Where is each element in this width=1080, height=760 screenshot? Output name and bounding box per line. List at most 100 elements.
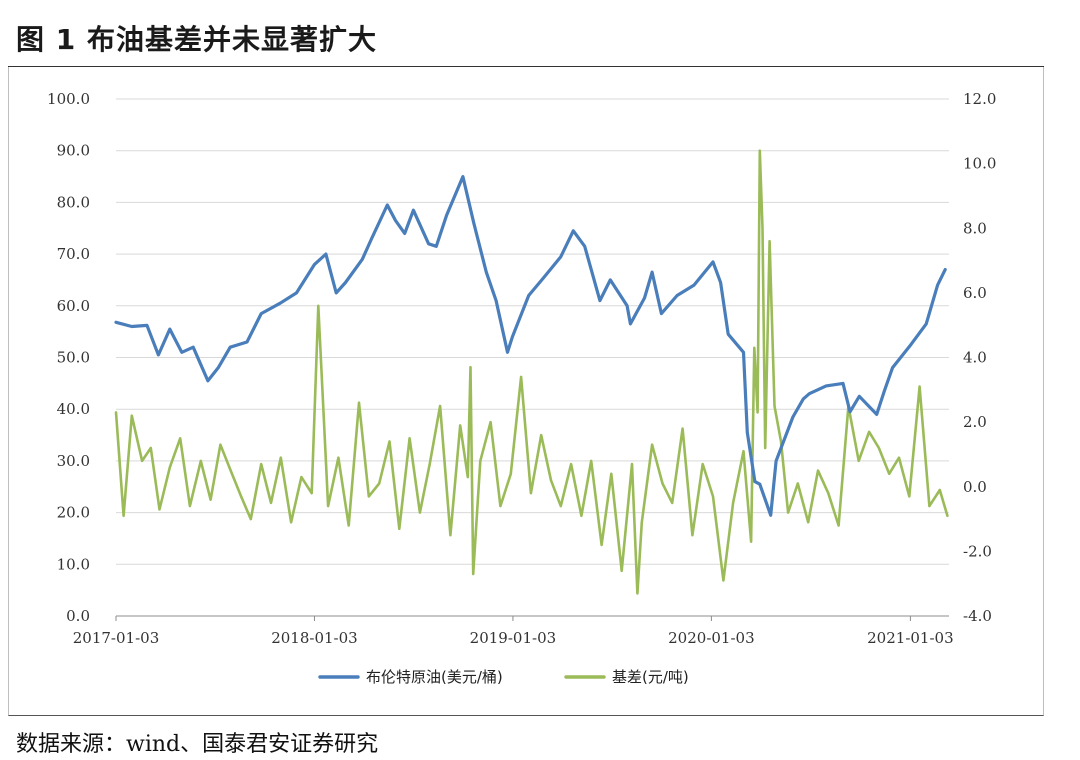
- brent-price-point: [629, 323, 632, 325]
- basis-point: [610, 473, 613, 475]
- basis-point: [219, 443, 222, 446]
- right-y-axis: 12.0 10.0 8.0 6.0 4.0 2.0 0.0 -2.0 -4.0: [963, 90, 996, 625]
- brent-price-point: [157, 354, 160, 356]
- right-y-tick-label: 8.0: [963, 219, 987, 237]
- brent-price-point: [858, 395, 861, 398]
- brent-price-point: [361, 258, 364, 261]
- brent-price-point: [344, 281, 347, 284]
- basis-point: [300, 476, 303, 478]
- basis-point: [570, 463, 572, 465]
- brent-price-point: [427, 243, 430, 245]
- basis-point: [878, 447, 880, 449]
- basis-point: [742, 450, 745, 453]
- x-axis: 2017-01-03 2018-01-03 2019-01-03 2020-01-03…: [73, 616, 954, 647]
- x-tick-label: 2021-01-03: [867, 629, 953, 647]
- right-y-tick-label: -4.0: [963, 607, 992, 625]
- basis-point: [469, 366, 472, 369]
- basis-point: [761, 227, 764, 230]
- basis-point: [459, 424, 462, 427]
- right-y-tick-label: 12.0: [963, 90, 996, 108]
- brent-price-point: [754, 480, 756, 483]
- brent-price-point: [626, 305, 628, 307]
- basis-point: [489, 421, 492, 423]
- source-note: 数据来源：wind、国泰君安证券研究: [16, 732, 379, 757]
- right-y-tick-label: 4.0: [963, 349, 987, 367]
- basis-point: [158, 508, 161, 511]
- basis-point: [888, 473, 890, 475]
- brent-price-point: [217, 367, 219, 369]
- brent-price-point: [527, 294, 530, 297]
- basis-point: [768, 240, 771, 242]
- basis-point: [479, 460, 482, 462]
- basis-point: [764, 447, 766, 449]
- basis-point: [661, 482, 664, 485]
- basis-point: [131, 414, 133, 417]
- brent-price-point: [394, 219, 397, 222]
- basis-point: [750, 540, 752, 543]
- left-y-tick-label: 0.0: [66, 607, 90, 625]
- brent-price-point: [192, 346, 194, 349]
- brent-price-point: [849, 411, 851, 413]
- brent-price-point: [131, 325, 133, 328]
- brent-price-point: [910, 343, 912, 346]
- basis-point: [122, 515, 125, 517]
- basis-point: [540, 434, 542, 436]
- x-tick-label: 2019-01-03: [470, 629, 556, 647]
- brent-price-point: [246, 341, 248, 343]
- basis-point: [115, 411, 117, 414]
- brent-price-point: [572, 230, 575, 232]
- brent-price-point: [435, 245, 438, 248]
- basis-point: [807, 521, 809, 524]
- basis-point: [250, 518, 252, 520]
- brent-price-point: [260, 312, 263, 315]
- brent-price-point: [792, 416, 794, 418]
- basis-point: [817, 469, 819, 472]
- basis-point: [722, 579, 725, 582]
- basis-point: [467, 476, 469, 478]
- x-tick-label: 2020-01-03: [668, 629, 754, 647]
- brent-price-point: [825, 385, 827, 387]
- title-rule: [8, 66, 1044, 67]
- basis-point: [327, 505, 329, 507]
- basis-point: [918, 385, 921, 388]
- brent-price-point: [462, 175, 464, 178]
- left-y-tick-label: 70.0: [57, 245, 90, 263]
- basis-point: [439, 405, 441, 407]
- brent-price-point: [473, 222, 475, 224]
- brent-price-point: [335, 292, 338, 294]
- brent-price-point: [511, 336, 514, 338]
- brent-price-point: [651, 271, 653, 274]
- right-y-tick-label: 0.0: [963, 478, 987, 496]
- basis-point: [280, 456, 282, 459]
- brent-price-point: [412, 209, 415, 211]
- right-y-tick-label: 6.0: [963, 284, 987, 302]
- brent-price-point: [485, 271, 488, 274]
- brent-price-point: [169, 328, 171, 330]
- brent-price-point: [944, 268, 946, 271]
- brent-price-point: [891, 367, 894, 369]
- basis-series-line: [114, 149, 949, 595]
- brent-price-point: [229, 346, 231, 349]
- brent-price-point: [643, 297, 646, 299]
- brent-price-point: [660, 312, 663, 315]
- basis-point: [908, 495, 911, 498]
- left-y-tick-label: 90.0: [57, 142, 90, 160]
- brent-price-point: [936, 284, 939, 286]
- basis-point: [868, 431, 870, 433]
- basis-point: [641, 521, 643, 524]
- brent-price-point: [543, 276, 545, 279]
- brent-price-point: [181, 351, 183, 354]
- brent-price-point: [802, 398, 805, 400]
- brent-price-point: [583, 245, 586, 248]
- basis-point: [378, 482, 381, 485]
- basis-point: [520, 376, 522, 378]
- basis-point: [419, 511, 421, 514]
- x-tick-label: 2018-01-03: [271, 629, 357, 647]
- brent-price-point: [370, 237, 373, 240]
- basis-point: [600, 544, 603, 546]
- basis-point: [946, 515, 949, 517]
- brent-price-point: [769, 514, 772, 516]
- basis-point: [317, 305, 320, 307]
- brent-price-point: [712, 261, 714, 263]
- brent-price-point: [445, 214, 448, 217]
